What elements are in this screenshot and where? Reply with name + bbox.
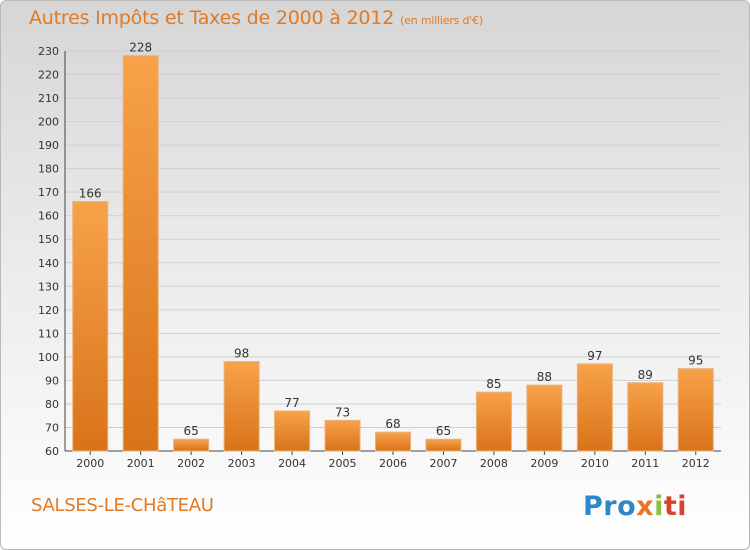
bar xyxy=(627,382,664,452)
bar-value-label: 85 xyxy=(486,377,501,391)
y-tick-label: 110 xyxy=(38,327,59,340)
location-name: SALSES-LE-CHâTEAU xyxy=(31,495,214,516)
bar-value-label: 228 xyxy=(129,41,152,55)
bar-value-label: 68 xyxy=(385,417,400,431)
bar-value-label: 73 xyxy=(335,405,350,419)
chart-title: Autres Impôts et Taxes de 2000 à 2012 (en… xyxy=(29,7,483,29)
y-tick-label: 140 xyxy=(38,257,59,270)
x-tick-label: 2004 xyxy=(278,457,306,470)
x-tick-label: 2010 xyxy=(581,457,609,470)
y-tick-label: 130 xyxy=(38,280,59,293)
y-tick-label: 170 xyxy=(38,186,59,199)
y-tick-label: 100 xyxy=(38,351,59,364)
bar-value-label: 89 xyxy=(638,368,653,382)
bar-value-label: 97 xyxy=(587,349,602,363)
y-tick-label: 120 xyxy=(38,304,59,317)
y-tick-label: 220 xyxy=(38,69,59,82)
y-tick-label: 90 xyxy=(45,374,59,387)
x-tick-label: 2003 xyxy=(228,457,256,470)
x-tick-label: 2007 xyxy=(429,457,457,470)
unit-note: (en milliers d'€) xyxy=(400,14,483,27)
x-tick-label: 2008 xyxy=(480,457,508,470)
proxiti-logo: Proxiti xyxy=(583,491,688,522)
bar xyxy=(475,391,512,452)
y-tick-label: 60 xyxy=(45,445,59,458)
bar xyxy=(677,368,714,452)
bar xyxy=(375,431,411,452)
y-tick-label: 150 xyxy=(38,233,59,246)
x-tick-label: 2009 xyxy=(530,457,558,470)
bar xyxy=(526,384,563,452)
x-tick-label: 2001 xyxy=(127,457,155,470)
bar-value-label: 65 xyxy=(184,424,199,438)
bar xyxy=(122,55,159,452)
bar xyxy=(274,410,311,452)
y-tick-label: 180 xyxy=(38,163,59,176)
x-tick-label: 2005 xyxy=(329,457,357,470)
y-tick-label: 80 xyxy=(45,398,59,411)
y-tick-label: 70 xyxy=(45,421,59,434)
bar xyxy=(223,361,260,452)
y-tick-label: 190 xyxy=(38,139,59,152)
y-tick-label: 230 xyxy=(38,45,59,58)
x-tick-label: 2011 xyxy=(631,457,659,470)
bar-value-label: 65 xyxy=(436,424,451,438)
bar-value-label: 88 xyxy=(537,370,552,384)
y-tick-label: 210 xyxy=(38,92,59,105)
bar-value-label: 166 xyxy=(79,187,102,201)
x-tick-label: 2006 xyxy=(379,457,407,470)
bar xyxy=(324,419,361,452)
bar xyxy=(425,438,462,452)
y-tick-label: 200 xyxy=(38,116,59,129)
bar-value-label: 77 xyxy=(284,396,299,410)
bar-value-label: 95 xyxy=(688,354,703,368)
x-tick-label: 2012 xyxy=(682,457,710,470)
bar xyxy=(72,201,109,452)
x-tick-label: 2000 xyxy=(76,457,104,470)
x-tick-label: 2002 xyxy=(177,457,205,470)
bar xyxy=(576,363,613,452)
bar-value-label: 98 xyxy=(234,347,249,361)
bar xyxy=(173,438,210,452)
y-tick-label: 160 xyxy=(38,210,59,223)
